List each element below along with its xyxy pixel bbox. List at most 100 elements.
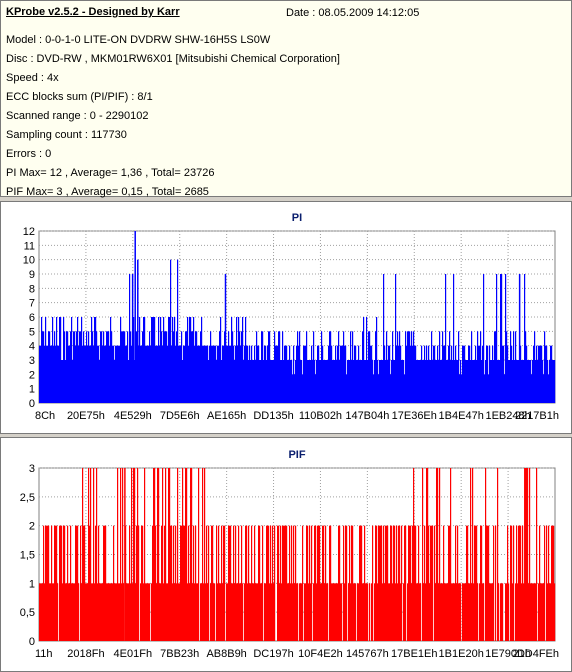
pi-bar bbox=[491, 360, 493, 403]
pi-bar bbox=[65, 360, 67, 403]
pif-bar bbox=[327, 583, 329, 641]
pif-bar bbox=[207, 583, 209, 641]
scan-date: Date : 08.05.2009 14:12:05 bbox=[286, 7, 420, 19]
pi-bar bbox=[372, 360, 374, 403]
pif-bar bbox=[143, 583, 145, 641]
pi-bar bbox=[522, 360, 524, 403]
pi-bar bbox=[308, 360, 310, 403]
pif-bar bbox=[392, 583, 394, 641]
pif-bar bbox=[78, 583, 80, 641]
pi-bar bbox=[404, 374, 406, 403]
pif-bar bbox=[531, 583, 533, 641]
pi-bar bbox=[422, 360, 424, 403]
pi-bar bbox=[111, 331, 113, 403]
pif-x-tick-label: 11h bbox=[35, 648, 53, 660]
pi-bar bbox=[360, 360, 362, 403]
pif-bar bbox=[486, 525, 488, 641]
pi-bar bbox=[351, 360, 353, 403]
pif-bar bbox=[388, 583, 390, 641]
pi-bar bbox=[278, 331, 280, 403]
pif-bar bbox=[306, 525, 308, 641]
pi-bar bbox=[49, 331, 51, 403]
pif-bar bbox=[546, 525, 548, 641]
pif-bar bbox=[416, 583, 418, 641]
pi-bar bbox=[447, 360, 449, 403]
pi-bar bbox=[321, 331, 323, 403]
pif-bar bbox=[41, 583, 43, 641]
pi-bar bbox=[396, 345, 398, 403]
pif-bar bbox=[551, 525, 553, 641]
pif-bar bbox=[295, 525, 297, 641]
pi-bar bbox=[118, 345, 120, 403]
pi-bar bbox=[544, 331, 546, 403]
pi-bar bbox=[332, 360, 334, 403]
pif-bar bbox=[334, 583, 336, 641]
pi-bar bbox=[427, 360, 429, 403]
pi-bar bbox=[453, 274, 455, 403]
pif-bar bbox=[189, 583, 191, 641]
pi-peak-bar bbox=[134, 231, 136, 403]
pi-bar bbox=[107, 331, 109, 403]
pif-bar bbox=[424, 525, 426, 641]
pif-bar bbox=[399, 525, 401, 641]
pif-bar bbox=[100, 583, 102, 641]
pi-bar bbox=[394, 360, 396, 403]
pi-bar bbox=[361, 360, 363, 403]
pif-bar bbox=[140, 583, 142, 641]
pi-bar bbox=[526, 345, 528, 403]
pif-bar bbox=[363, 583, 365, 641]
pif-bar bbox=[142, 525, 144, 641]
pif-bar bbox=[159, 583, 161, 641]
pif-bar bbox=[188, 525, 190, 641]
pi-bar bbox=[545, 345, 547, 403]
pif-bar bbox=[155, 525, 157, 641]
pif-bar bbox=[403, 583, 405, 641]
pif-bar bbox=[233, 525, 235, 641]
pi-bar bbox=[175, 345, 177, 403]
pi-bar bbox=[85, 345, 87, 403]
pif-bar bbox=[375, 525, 377, 641]
pi-bar bbox=[548, 374, 550, 403]
pi-bar bbox=[261, 331, 263, 403]
pif-bar bbox=[103, 525, 105, 641]
pif-bar bbox=[550, 583, 552, 641]
pif-bar bbox=[296, 583, 298, 641]
pif-bar bbox=[554, 583, 556, 641]
pi-x-tick-label: 4E529h bbox=[114, 410, 152, 422]
pif-bar bbox=[528, 583, 530, 641]
pi-bar bbox=[466, 360, 468, 403]
pif-bars bbox=[39, 468, 556, 641]
pif-bar bbox=[118, 583, 120, 641]
pif-bar bbox=[259, 525, 261, 641]
pif-bar bbox=[501, 583, 503, 641]
pif-bar bbox=[126, 583, 128, 641]
pif-bar bbox=[456, 583, 458, 641]
pi-bar bbox=[95, 317, 97, 403]
pi-bar bbox=[46, 345, 48, 403]
pi-bar bbox=[302, 374, 304, 403]
pif-bar bbox=[538, 583, 540, 641]
pi-bar bbox=[70, 331, 72, 403]
pif-bar bbox=[523, 583, 525, 641]
pi-bar bbox=[129, 274, 131, 403]
pi-bar bbox=[318, 345, 320, 403]
pi-y-tick-label: 0 bbox=[29, 398, 35, 410]
pi-bar bbox=[450, 360, 452, 403]
pif-bar bbox=[53, 583, 55, 641]
pi-bar bbox=[304, 345, 306, 403]
pi-bar bbox=[439, 331, 441, 403]
pi-bar bbox=[144, 317, 146, 403]
pif-bar bbox=[467, 525, 469, 641]
pi-bar bbox=[208, 360, 210, 403]
pi-bar bbox=[139, 317, 141, 403]
pif-y-tick-label: 3 bbox=[29, 463, 35, 475]
pi-bar bbox=[402, 360, 404, 403]
pi-bar bbox=[154, 317, 156, 403]
pi-bar bbox=[298, 345, 300, 403]
pi-bar bbox=[489, 345, 491, 403]
pi-bar bbox=[455, 345, 457, 403]
pif-bar bbox=[80, 525, 82, 641]
pi-bar bbox=[91, 317, 93, 403]
pif-bar bbox=[336, 583, 338, 641]
pif-bar bbox=[390, 525, 392, 641]
